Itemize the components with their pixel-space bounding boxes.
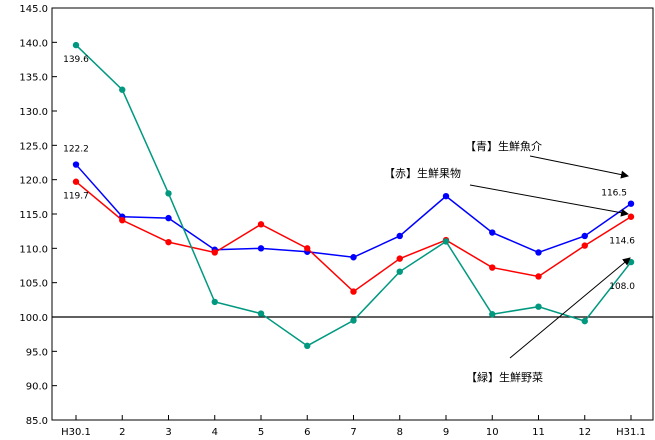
- data-label: 116.5: [601, 189, 627, 199]
- data-point: [165, 214, 172, 222]
- y-tick-label: 130.0: [19, 107, 48, 118]
- x-tick-label: 8: [397, 427, 403, 438]
- data-point: [442, 192, 450, 200]
- y-tick-label: 90.0: [26, 382, 48, 393]
- x-tick-label: 9: [443, 427, 449, 438]
- data-point: [72, 161, 80, 168]
- data-label: 114.6: [609, 237, 635, 247]
- data-point: [489, 229, 496, 236]
- data-point: [396, 268, 403, 275]
- y-tick-label: 100.0: [19, 313, 48, 324]
- y-tick-label: 120.0: [19, 176, 48, 187]
- annotation-red-fruit: 【赤】生鮮果物: [384, 166, 461, 180]
- data-point: [304, 245, 311, 252]
- y-tick-label: 95.0: [26, 347, 48, 358]
- data-point: [489, 311, 496, 318]
- data-point: [581, 242, 588, 249]
- x-tick-label: 6: [304, 427, 310, 438]
- data-point: [350, 254, 357, 261]
- x-tick-label: H30.1: [61, 427, 91, 438]
- data-point: [350, 317, 357, 324]
- data-point: [257, 221, 265, 228]
- data-point: [581, 232, 588, 240]
- annotation-arrow-blue: [529, 155, 629, 179]
- data-point: [119, 216, 126, 224]
- data-point: [535, 303, 542, 310]
- data-point: [165, 190, 172, 197]
- data-point: [627, 200, 635, 207]
- data-point: [442, 238, 450, 245]
- y-axis-ticks: 85.0 90.0 95.0 100.0 105.0 110.0 115.0 120.0 125…: [19, 4, 57, 427]
- plot-area: [51, 7, 654, 421]
- data-point: [304, 342, 311, 350]
- x-tick-label: 10: [486, 427, 499, 438]
- annotations: 【青】生鮮魚介 【赤】生鮮果物 【緑】生鮮野菜: [384, 139, 631, 384]
- x-axis-ticks: H30.1 2 3 4 5 6 7 8 9 10 11 12 H31.1: [61, 415, 646, 438]
- annotation-blue-seafood: 【青】生鮮魚介: [465, 139, 542, 153]
- y-tick-label: 115.0: [19, 210, 48, 221]
- x-tick-label: 11: [532, 427, 545, 438]
- annotation-arrow-green: [509, 257, 631, 359]
- series-0: [72, 161, 635, 261]
- series-line: [75, 44, 632, 347]
- x-tick-label: 7: [350, 427, 356, 438]
- data-point: [165, 238, 172, 246]
- data-point: [396, 255, 403, 262]
- data-label: 139.6: [63, 55, 89, 65]
- y-tick-label: 145.0: [19, 4, 48, 15]
- data-point: [581, 317, 588, 325]
- x-tick-label: 2: [119, 427, 125, 438]
- x-tick-label: 3: [165, 427, 171, 438]
- x-tick-label: 4: [212, 427, 218, 438]
- data-point: [257, 310, 265, 317]
- data-point: [627, 213, 635, 220]
- data-label: 108.0: [609, 282, 635, 292]
- series-layer: [72, 41, 635, 350]
- data-point: [211, 249, 218, 256]
- series-line: [75, 164, 632, 259]
- data-point: [489, 264, 496, 271]
- data-point: [350, 288, 357, 295]
- y-tick-label: 85.0: [26, 416, 48, 427]
- series-1: [72, 178, 635, 295]
- data-labels: 139.6 122.2 119.7 116.5 114.6 108.0: [63, 55, 635, 292]
- series-line: [75, 181, 632, 293]
- data-point: [211, 298, 218, 306]
- x-tick-label: H31.1: [616, 427, 646, 438]
- data-point: [72, 41, 80, 49]
- data-label: 119.7: [63, 192, 89, 202]
- y-tick-label: 125.0: [19, 141, 48, 152]
- data-point: [257, 245, 265, 252]
- data-point: [396, 232, 403, 240]
- data-point: [627, 258, 635, 266]
- series-2: [72, 41, 635, 350]
- x-tick-label: 5: [258, 427, 264, 438]
- annotation-arrow-red: [469, 184, 629, 217]
- y-tick-label: 105.0: [19, 279, 48, 290]
- data-label: 122.2: [63, 145, 89, 155]
- data-point: [119, 86, 126, 93]
- y-tick-label: 135.0: [19, 73, 48, 84]
- y-tick-label: 140.0: [19, 38, 48, 49]
- x-tick-label: 12: [578, 427, 591, 438]
- data-point: [535, 249, 542, 256]
- data-point: [72, 178, 80, 185]
- annotation-green-vegetable: 【緑】生鮮野菜: [466, 370, 543, 384]
- y-tick-label: 110.0: [19, 244, 48, 255]
- data-point: [535, 273, 542, 280]
